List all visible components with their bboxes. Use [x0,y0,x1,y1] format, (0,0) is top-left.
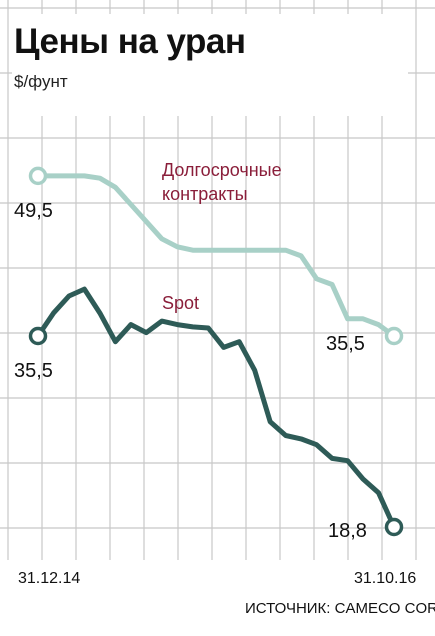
series-label-long-term-text: Долгосрочные контракты [162,160,282,204]
spot-start-value: 35,5 [14,360,53,382]
series-label-long-term: Долгосрочные контракты [162,158,332,206]
marker-spot-start [28,326,48,346]
chart-title: Цены на уран [14,22,246,61]
source-note: ИСТОЧНИК: CAMECO CORP. [245,600,435,617]
title-panel [12,14,408,116]
series-line-spot [35,286,397,530]
series-line-long-term [35,173,397,339]
x-tick-end: 31.10.16 [354,570,417,587]
chart-series [28,166,404,537]
long-term-end-value: 35,5 [326,333,365,355]
marker-long-term-end [384,326,404,346]
x-tick-start: 31.12.14 [18,570,81,587]
series-label-spot: Spot [162,293,200,313]
chart-unit: $/фунт [14,72,68,91]
spot-end-value: 18,8 [328,520,367,542]
marker-long-term-start [28,166,48,186]
marker-spot-end [384,517,404,537]
long-term-start-value: 49,5 [14,200,53,222]
